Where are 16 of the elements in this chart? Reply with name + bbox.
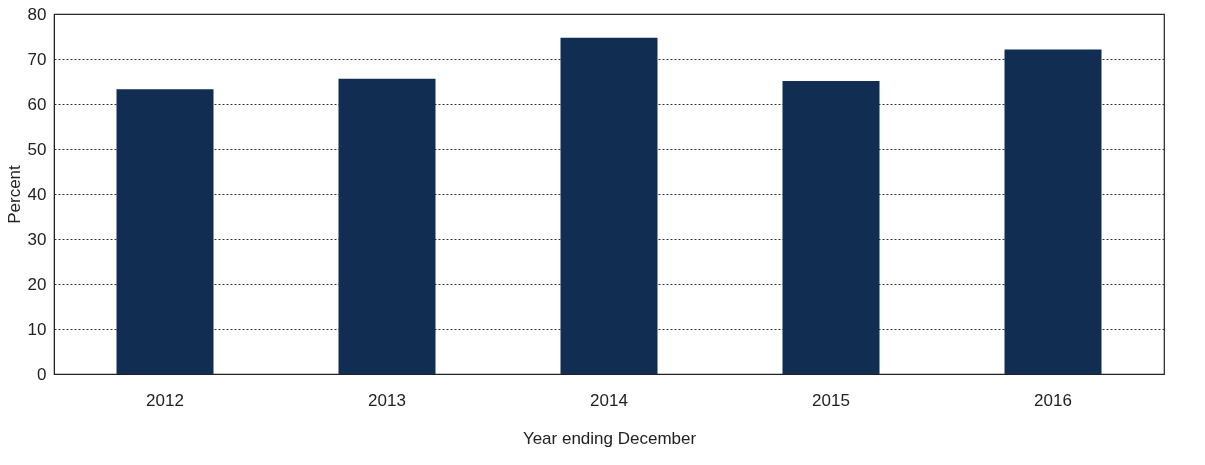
x-tick-label: 2012 [146, 390, 184, 410]
y-tick-label: 40 [27, 184, 47, 204]
y-tick-label: 70 [27, 49, 47, 69]
x-tick-label: 2013 [368, 390, 406, 410]
x-tick-label: 2014 [590, 390, 628, 410]
x-tick-label: 2015 [812, 390, 850, 410]
y-tick-label: 60 [27, 94, 47, 114]
y-tick-label: 30 [27, 229, 47, 249]
x-axis-title: Year ending December [522, 428, 697, 448]
y-axis-title: Percent [4, 164, 24, 224]
y-tick-label: 20 [27, 274, 47, 294]
y-tick-label: 0 [37, 364, 47, 384]
y-tick-label: 50 [27, 139, 47, 159]
x-tick-label: 2016 [1034, 390, 1072, 410]
y-tick-label: 80 [27, 4, 47, 24]
y-tick-label: 10 [27, 319, 47, 339]
